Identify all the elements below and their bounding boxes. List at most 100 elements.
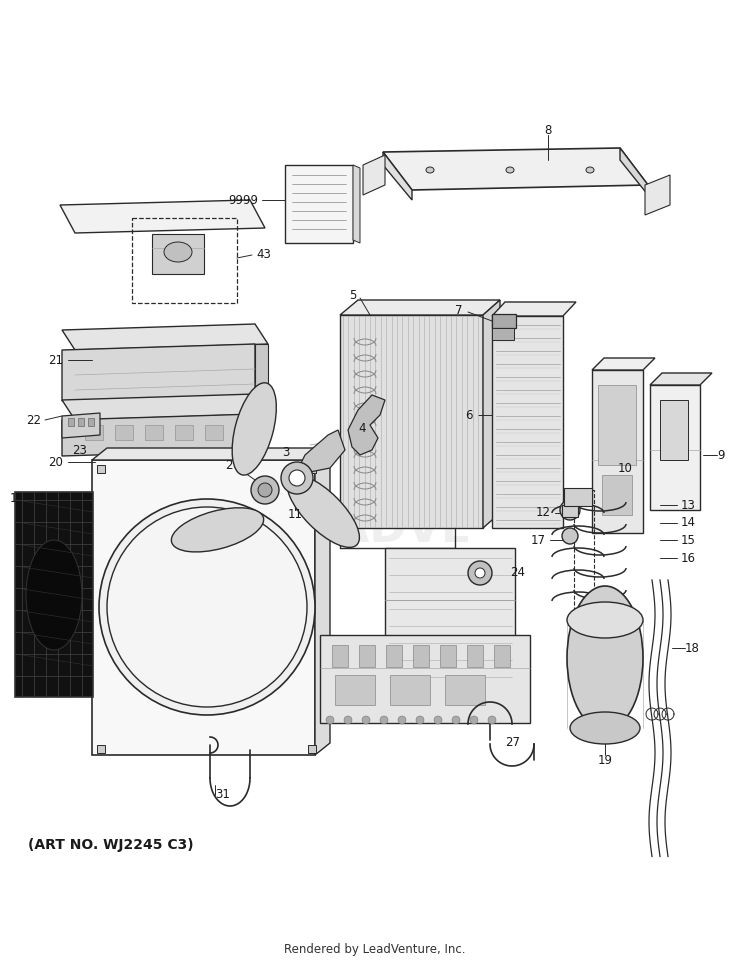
Bar	[598, 385, 636, 465]
Text: 19: 19	[598, 753, 613, 766]
Polygon shape	[62, 324, 268, 350]
Ellipse shape	[99, 499, 315, 715]
Bar	[15, 492, 93, 697]
Bar	[562, 505, 578, 517]
Bar	[152, 234, 204, 274]
Ellipse shape	[567, 586, 643, 730]
Polygon shape	[363, 155, 385, 195]
Ellipse shape	[344, 716, 352, 724]
Polygon shape	[300, 430, 345, 472]
Bar	[320, 635, 530, 723]
Bar	[88, 418, 94, 426]
Polygon shape	[592, 358, 655, 370]
Bar	[78, 418, 84, 426]
Bar	[205, 425, 223, 440]
Polygon shape	[383, 148, 648, 190]
Text: 2: 2	[226, 458, 233, 472]
Text: 20: 20	[48, 455, 63, 468]
Bar	[413, 645, 429, 667]
Bar	[385, 548, 515, 698]
Polygon shape	[62, 413, 100, 438]
Ellipse shape	[570, 712, 640, 744]
Bar	[332, 645, 348, 667]
Ellipse shape	[567, 602, 643, 638]
Text: 6: 6	[466, 409, 473, 421]
Text: 8: 8	[544, 123, 552, 137]
Text: 21: 21	[48, 353, 63, 366]
Bar	[68, 418, 74, 426]
Ellipse shape	[562, 528, 578, 544]
Ellipse shape	[287, 475, 359, 548]
Text: 9: 9	[717, 449, 724, 461]
Text: 27: 27	[505, 736, 520, 750]
Bar	[445, 675, 485, 705]
Polygon shape	[483, 300, 500, 528]
Ellipse shape	[171, 508, 264, 552]
Text: 24: 24	[510, 566, 525, 580]
Bar	[467, 645, 483, 667]
Ellipse shape	[26, 540, 82, 650]
Bar	[85, 425, 103, 440]
Ellipse shape	[281, 462, 313, 494]
Polygon shape	[340, 315, 483, 528]
Bar	[308, 465, 316, 473]
Ellipse shape	[258, 483, 272, 497]
Polygon shape	[592, 370, 643, 533]
Bar	[145, 425, 163, 440]
Bar	[602, 475, 632, 515]
Bar	[115, 425, 133, 440]
Bar	[285, 165, 353, 243]
Text: 12: 12	[536, 507, 551, 519]
Text: 16: 16	[681, 552, 696, 564]
Bar	[564, 488, 592, 506]
Polygon shape	[92, 448, 330, 460]
Ellipse shape	[452, 716, 460, 724]
Bar	[308, 745, 316, 753]
Polygon shape	[315, 448, 330, 755]
Ellipse shape	[506, 167, 514, 173]
Polygon shape	[353, 165, 360, 243]
Polygon shape	[348, 395, 385, 455]
Bar	[175, 425, 193, 440]
Ellipse shape	[488, 716, 496, 724]
Polygon shape	[650, 373, 712, 385]
Bar	[494, 645, 510, 667]
Ellipse shape	[475, 568, 485, 578]
Text: 5: 5	[349, 288, 356, 302]
Text: 18: 18	[685, 642, 700, 654]
Polygon shape	[645, 175, 670, 215]
Polygon shape	[383, 152, 412, 200]
Ellipse shape	[398, 716, 406, 724]
Bar	[359, 645, 375, 667]
Bar	[574, 490, 594, 610]
Text: 43: 43	[256, 248, 271, 260]
Text: 1: 1	[10, 491, 17, 505]
Bar	[132, 218, 237, 303]
Text: Rendered by LeadVenture, Inc.: Rendered by LeadVenture, Inc.	[284, 944, 466, 956]
Bar	[492, 328, 514, 340]
Ellipse shape	[107, 507, 307, 707]
Text: 14: 14	[681, 517, 696, 529]
Text: 31: 31	[215, 788, 229, 801]
Bar	[97, 745, 105, 753]
Ellipse shape	[380, 716, 388, 724]
Text: 9999: 9999	[228, 193, 258, 207]
Text: 11: 11	[287, 509, 302, 521]
Ellipse shape	[326, 716, 334, 724]
Ellipse shape	[251, 476, 279, 504]
Text: 3: 3	[283, 446, 290, 458]
Ellipse shape	[362, 716, 370, 724]
Text: 22: 22	[26, 414, 41, 426]
Bar	[390, 675, 430, 705]
Ellipse shape	[468, 561, 492, 585]
Polygon shape	[650, 385, 700, 510]
Ellipse shape	[560, 500, 580, 520]
Bar	[440, 645, 456, 667]
Bar	[335, 675, 375, 705]
Text: 15: 15	[681, 533, 696, 547]
Text: 4: 4	[358, 421, 365, 434]
Polygon shape	[62, 344, 255, 401]
Text: (ART NO. WJ2245 C3): (ART NO. WJ2245 C3)	[28, 838, 194, 852]
Text: 7: 7	[455, 304, 463, 317]
Text: 23: 23	[73, 444, 88, 456]
